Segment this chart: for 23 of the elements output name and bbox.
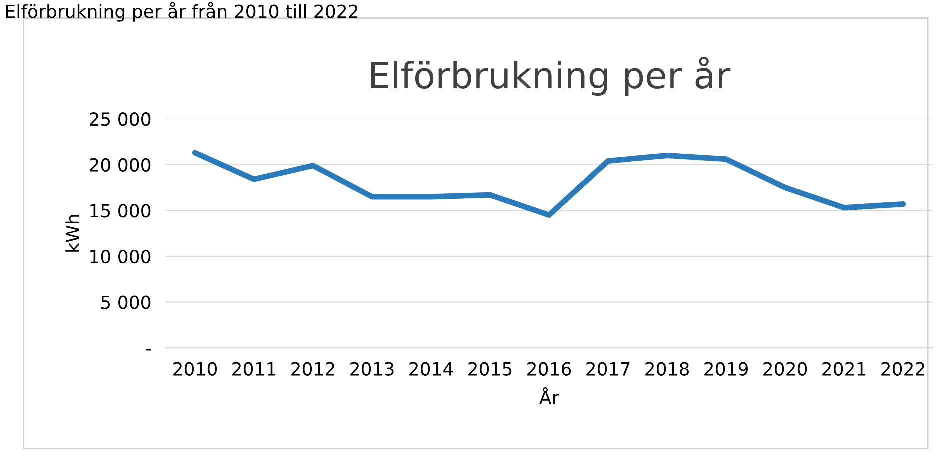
y-tick-label: 10 000	[90, 250, 151, 264]
y-tick-label: 25 000	[90, 112, 151, 126]
x-tick-label: 2018	[646, 362, 690, 376]
x-tick-label: 2014	[410, 362, 454, 376]
x-tick-label: 2013	[350, 362, 394, 376]
y-axis-title: kWh	[66, 215, 80, 252]
y-tick-label: 15 000	[90, 204, 151, 218]
x-tick-label: 2011	[232, 362, 276, 376]
x-tick-label: 2012	[292, 362, 334, 376]
x-tick-label: 2021	[822, 362, 866, 376]
x-axis-title: År	[540, 388, 560, 404]
y-tick-label: 5 000	[102, 296, 151, 310]
x-tick-label: 2015	[468, 362, 512, 376]
y-tick-label: 20 000	[90, 158, 151, 172]
chart-title: Elförbrukning per år	[371, 56, 731, 96]
x-tick-label: 2019	[704, 362, 748, 376]
x-tick-label: 2020	[764, 362, 808, 376]
x-tick-label: 2010	[174, 362, 218, 376]
x-tick-label: 2016	[528, 362, 572, 376]
y-tick-label: -	[146, 349, 151, 351]
text: Elförbrukning per år från 2010 till 2022	[6, 2, 358, 22]
x-tick-label: 2022	[882, 362, 924, 376]
x-tick-label: 2017	[586, 362, 630, 376]
